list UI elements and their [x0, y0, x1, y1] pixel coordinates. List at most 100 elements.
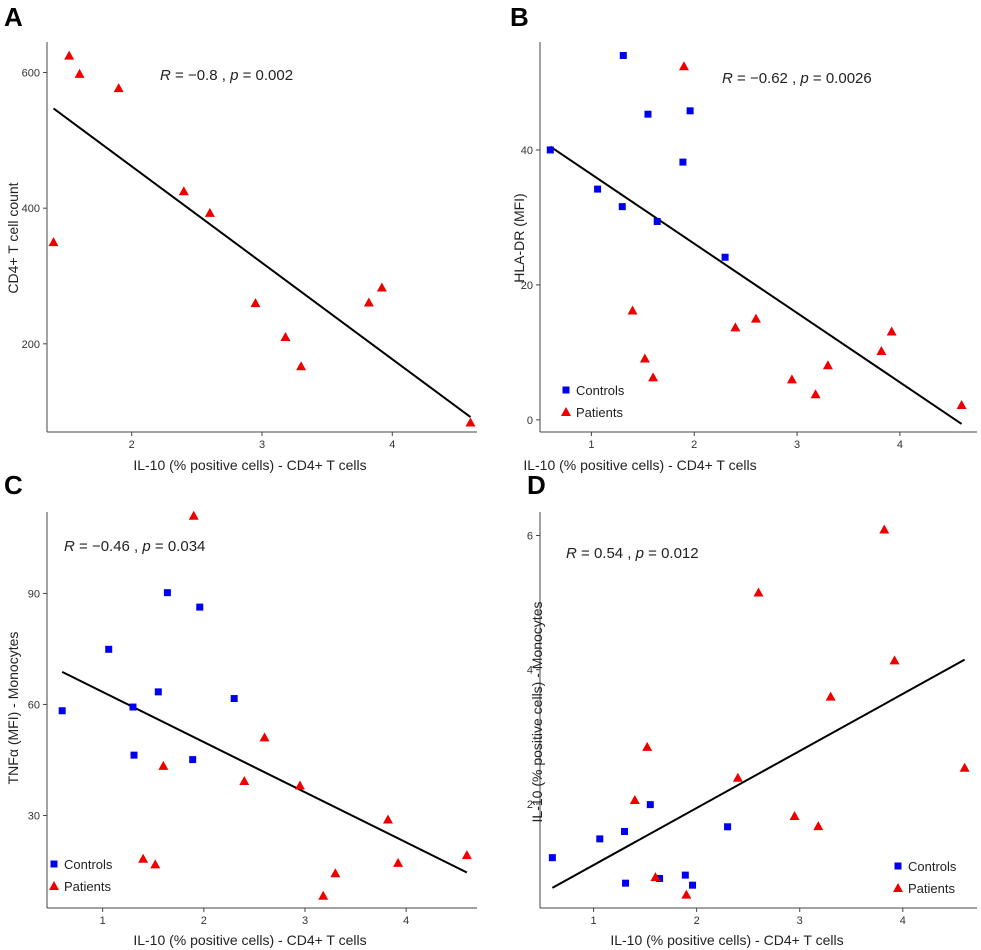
x-axis-title: IL-10 (% positive cells) - CD4+ T cells: [523, 457, 756, 473]
patient-point: [681, 889, 692, 899]
x-tick-label: 3: [259, 439, 265, 451]
panel-a: A 2 3 4 200 400 600 IL-10 (% positive cells) - …: [4, 2, 477, 473]
regression-line: [61, 670, 468, 874]
control-point: [724, 823, 732, 831]
x-tick-label: 2: [129, 439, 135, 451]
patient-point: [150, 859, 161, 869]
patient-point: [889, 655, 900, 665]
panel-d: D 1 2 3 4 2 4 6 IL-10 (% positive cells) - CD4+ …: [527, 470, 977, 948]
control-point: [105, 645, 113, 653]
patient-point: [48, 237, 59, 247]
control-point: [656, 874, 664, 882]
patient-point: [639, 353, 650, 363]
x-tick-label: 3: [797, 915, 803, 927]
x-tick-label: 4: [900, 915, 906, 927]
stat-symbol: R: [722, 70, 733, 87]
patient-point: [879, 524, 890, 534]
control-point: [621, 827, 629, 835]
x-tick-label: 4: [389, 439, 395, 451]
patient-point: [239, 776, 250, 786]
patient-point: [188, 510, 199, 520]
control-point: [129, 703, 137, 711]
control-point: [189, 756, 197, 764]
control-point: [596, 835, 604, 843]
y-tick-label: 4: [527, 665, 533, 677]
stat-value: = 0.012: [644, 545, 699, 562]
y-tick-label: 600: [22, 68, 40, 80]
y-tick-label: 40: [521, 145, 533, 157]
patient-point: [732, 772, 743, 782]
correlation-annotation: R = −0.8 , p = 0.002: [160, 67, 293, 84]
x-tick-label: 4: [897, 439, 903, 451]
patient-point: [113, 83, 124, 93]
patient-point: [789, 811, 800, 821]
patient-point: [750, 313, 761, 323]
patient-point: [822, 360, 833, 370]
patient-point: [465, 417, 476, 427]
x-tick-label: 4: [403, 915, 409, 927]
legend-patients-marker: [49, 881, 59, 890]
panel-c: C 1 2 3 4 30 60 90 IL-10 (% positive cells) - CD…: [4, 470, 477, 948]
correlation-annotation: R = −0.62 , p = 0.0026: [722, 70, 872, 87]
legend-controls-marker: [50, 860, 58, 868]
legend-patients-marker: [561, 407, 571, 416]
control-point: [154, 688, 162, 696]
control-point: [163, 589, 171, 597]
legend-controls-marker: [562, 386, 570, 394]
regression-line: [551, 658, 966, 889]
patient-point: [956, 400, 967, 410]
patient-point: [64, 50, 75, 60]
stat-value: = −0.62 ,: [733, 70, 801, 87]
control-point: [689, 881, 697, 889]
panel-label: B: [510, 2, 529, 32]
correlation-annotation: R = 0.54 , p = 0.012: [566, 545, 699, 562]
legend-patients-marker: [893, 883, 903, 892]
legend-label: Patients: [64, 879, 111, 894]
patient-point: [204, 207, 215, 217]
patient-point: [678, 61, 689, 71]
legend-label: Controls: [576, 383, 625, 398]
x-tick-label: 3: [302, 915, 308, 927]
control-point: [653, 217, 661, 225]
control-point: [619, 51, 627, 59]
panel-label: A: [4, 2, 23, 32]
patient-point: [650, 872, 661, 882]
x-tick-label: 2: [201, 915, 207, 927]
x-axis-title: IL-10 (% positive cells) - CD4+ T cells: [133, 457, 366, 473]
patient-point: [730, 322, 741, 332]
legend-controls-marker: [894, 862, 902, 870]
control-point: [130, 751, 138, 759]
x-axis-title: IL-10 (% positive cells) - CD4+ T cells: [133, 932, 366, 948]
patient-point: [876, 346, 887, 356]
stat-symbol: R: [160, 67, 171, 84]
patient-point: [813, 821, 824, 831]
y-tick-label: 30: [28, 810, 40, 822]
x-tick-label: 1: [591, 915, 597, 927]
control-point: [618, 203, 626, 211]
correlation-annotation: R = −0.46 , p = 0.034: [64, 538, 205, 555]
legend-label: Patients: [908, 881, 955, 896]
control-point: [681, 871, 689, 879]
stat-value: = 0.034: [151, 538, 206, 555]
x-tick-label: 3: [794, 439, 800, 451]
patient-point: [825, 691, 836, 701]
y-tick-label: 20: [521, 280, 533, 292]
stat-symbol: R: [566, 545, 577, 562]
legend: Controls Patients: [49, 857, 113, 894]
stat-value: = −0.8 ,: [171, 67, 230, 84]
regression-line: [52, 107, 472, 418]
control-point: [548, 854, 556, 862]
x-tick-label: 1: [100, 915, 106, 927]
y-tick-label: 2: [527, 799, 533, 811]
control-point: [644, 110, 652, 118]
stat-value: = 0.002: [238, 67, 293, 84]
y-tick-label: 0: [527, 415, 533, 427]
y-axis-title: TNFα (MFI) - Monocytes: [5, 632, 21, 785]
control-point: [58, 707, 66, 715]
y-tick-label: 90: [28, 588, 40, 600]
y-tick-label: 400: [22, 203, 40, 215]
patient-point: [296, 361, 307, 371]
patient-point: [642, 741, 653, 751]
